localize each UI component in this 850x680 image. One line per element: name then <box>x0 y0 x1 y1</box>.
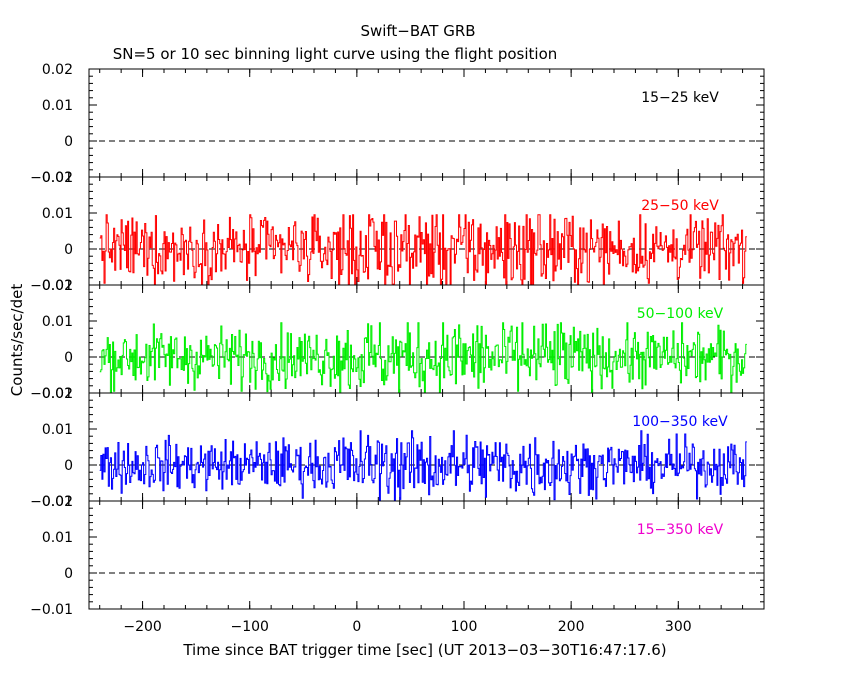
x-tick-label: 300 <box>665 619 692 635</box>
x-tick-label: −100 <box>230 619 268 635</box>
series-line <box>99 322 747 394</box>
y-tick-label: 0.01 <box>42 530 73 546</box>
band-label: 50−100 keV <box>637 306 724 322</box>
series-line <box>99 430 747 502</box>
panel-frame <box>88 392 765 502</box>
x-tick-label: 100 <box>451 619 478 635</box>
y-tick-label: −0.01 <box>30 386 73 402</box>
chart-subtitle: SN=5 or 10 sec binning light curve using… <box>113 45 558 63</box>
y-tick-label: 0.02 <box>42 170 73 186</box>
band-label: 25−50 keV <box>641 198 719 214</box>
y-tick-label: 0.01 <box>42 422 73 438</box>
y-tick-label: −0.01 <box>30 494 73 510</box>
y-tick-label: −0.01 <box>30 602 73 618</box>
y-tick-label: 0.02 <box>42 62 73 78</box>
panel-frame <box>88 284 765 394</box>
panel-frame <box>88 68 765 178</box>
band-label: 15−25 keV <box>641 90 719 106</box>
y-tick-label: −0.01 <box>30 278 73 294</box>
y-tick-label: 0.02 <box>42 494 73 510</box>
panel-frame <box>88 500 765 610</box>
y-tick-label: 0 <box>64 134 73 150</box>
band-label: 15−350 keV <box>637 522 724 538</box>
y-axis-label: Counts/sec/det <box>8 284 26 397</box>
x-axis-label: Time since BAT trigger time [sec] (UT 20… <box>182 641 666 659</box>
y-tick-label: 0.02 <box>42 278 73 294</box>
y-tick-label: 0 <box>64 458 73 474</box>
y-tick-label: 0.01 <box>42 206 73 222</box>
y-tick-label: 0 <box>64 350 73 366</box>
y-tick-label: 0 <box>64 242 73 258</box>
y-tick-label: 0 <box>64 566 73 582</box>
y-tick-label: 0.01 <box>42 98 73 114</box>
x-tick-label: 0 <box>352 619 361 635</box>
y-tick-label: 0.02 <box>42 386 73 402</box>
band-label: 100−350 keV <box>632 414 728 430</box>
x-tick-label: −200 <box>123 619 161 635</box>
x-tick-label: 200 <box>558 619 585 635</box>
panels-group: −0.01 0 0.01 0.02 15−25 keV −0.01 0 0.01 0.02 25−… <box>30 62 765 635</box>
y-tick-label: −0.01 <box>30 170 73 186</box>
series-line <box>99 214 747 286</box>
chart-title: Swift−BAT GRB <box>360 22 475 40</box>
y-tick-label: 0.01 <box>42 314 73 330</box>
